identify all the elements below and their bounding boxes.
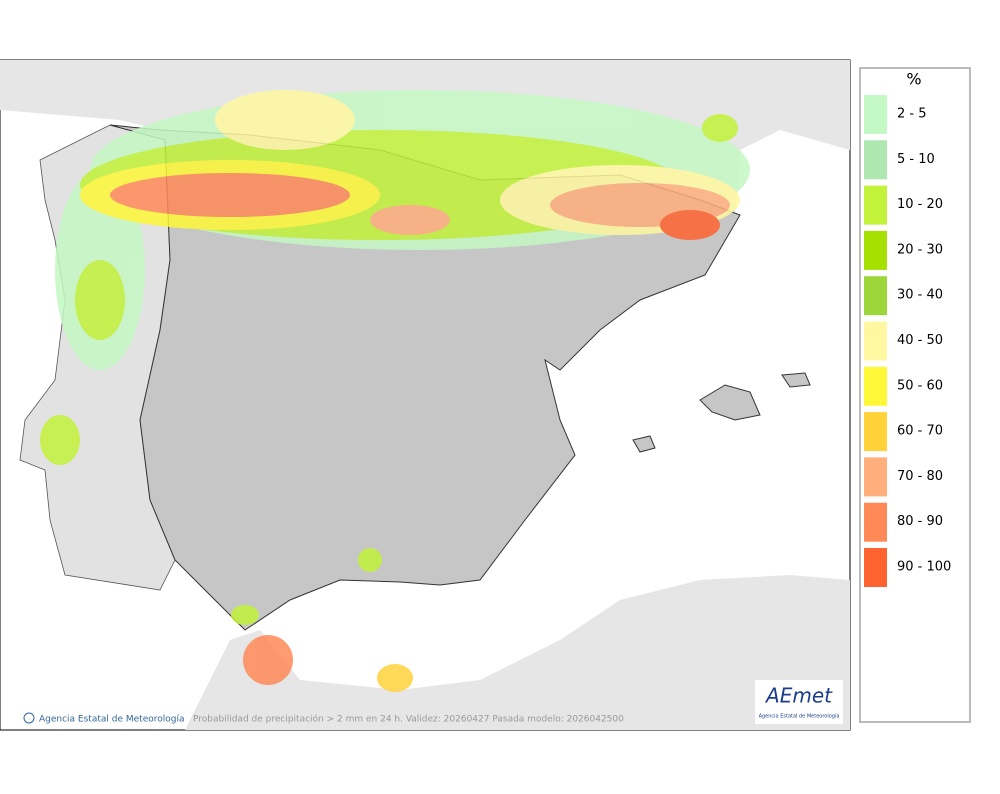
precip-area	[370, 205, 450, 235]
legend-swatch	[864, 276, 887, 316]
legend-label: 10 - 20	[897, 197, 943, 212]
legend-title: %	[906, 70, 921, 89]
precip-area	[110, 173, 350, 217]
legend-label: 40 - 50	[897, 333, 943, 348]
ibiza	[632, 435, 656, 453]
precip-area	[377, 664, 413, 692]
precip-area	[358, 548, 382, 572]
precip-area	[215, 90, 355, 150]
footer: Agencia Estatal de Meteorología Probabil…	[23, 712, 624, 725]
precip-area	[243, 635, 293, 685]
logo-subtitle: Agencia Estatal de Meteorología	[759, 713, 840, 720]
mallorca	[699, 384, 761, 421]
caption: Probabilidad de precipitación > 2 mm en …	[193, 714, 624, 725]
precip-area	[40, 415, 80, 465]
precipitation-areas	[40, 90, 750, 692]
precip-area	[660, 210, 720, 240]
precip-area	[75, 260, 125, 340]
logo-name: AEmet	[764, 684, 833, 708]
logo-box	[755, 680, 843, 724]
legend-label: 2 - 5	[897, 107, 927, 122]
legend-swatch	[864, 502, 887, 542]
legend: % 2 - 5 5 - 10 10 - 20 20 - 30 30 - 40 40 - 5…	[859, 67, 971, 723]
precip-area	[702, 114, 738, 142]
legend-label: 5 - 10	[897, 152, 935, 167]
legend-label: 20 - 30	[897, 242, 943, 257]
legend-swatch	[864, 548, 887, 587]
legend-label: 30 - 40	[897, 288, 943, 303]
legend-swatch	[864, 95, 887, 134]
menorca	[781, 372, 811, 388]
legend-label: 80 - 90	[897, 514, 943, 529]
africa	[185, 575, 850, 730]
legend-swatch	[864, 366, 887, 406]
legend-label: 60 - 70	[897, 424, 943, 439]
legend-swatch	[864, 321, 887, 361]
legend-swatch	[864, 185, 887, 225]
legend-swatch	[864, 457, 887, 497]
legend-swatch	[864, 140, 887, 180]
precip-area	[231, 605, 259, 625]
agency-credit: Agencia Estatal de Meteorología	[39, 715, 185, 725]
legend-label: 50 - 60	[897, 378, 943, 393]
legend-swatch	[864, 230, 887, 270]
legend-label: 70 - 80	[897, 469, 943, 484]
legend-label: 90 - 100	[897, 560, 951, 575]
legend-swatch	[864, 412, 887, 452]
logo: AEmet Agencia Estatal de Meteorología	[755, 680, 843, 724]
copyright-icon	[23, 712, 35, 724]
